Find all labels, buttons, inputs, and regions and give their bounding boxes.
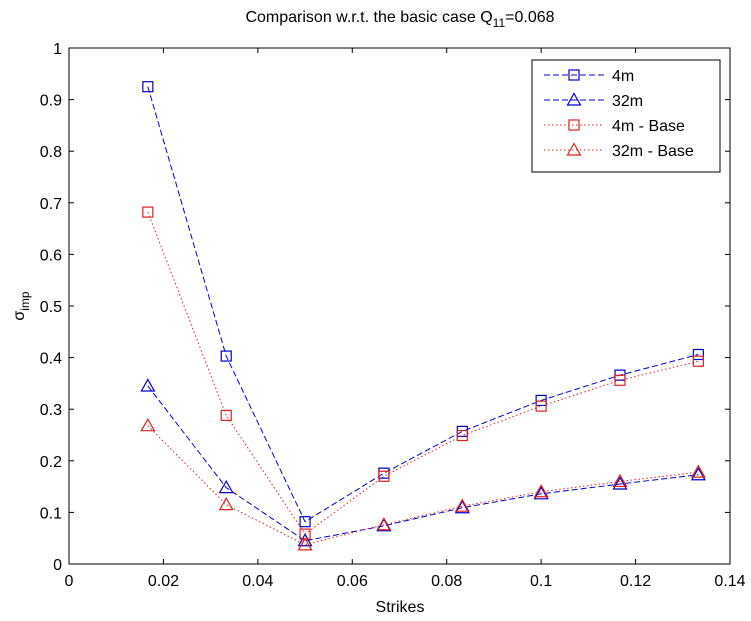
data-point-4m: [535, 394, 547, 407]
x-tick-label: 0.14: [714, 573, 745, 590]
data-point-32m: [297, 533, 313, 547]
data-point-4m-base: [220, 409, 232, 421]
legend-label: 4m - Base: [612, 118, 685, 135]
y-tick-label: 0.9: [40, 93, 62, 110]
data-point-32m-base: [297, 537, 313, 551]
y-tick-label: 0: [53, 557, 62, 574]
data-point-4m: [220, 350, 232, 362]
y-tick-label: 0.8: [40, 144, 62, 161]
data-point-32m-base: [376, 517, 392, 531]
axis-ticks: 0 0.02 0.04 0.06 0.08 0.1 0.12 0.14 0 0.1 0.2 0.3 0.…: [40, 41, 746, 590]
x-axis-label: Strikes: [376, 599, 425, 616]
series-32m: [140, 378, 706, 547]
legend: 4m 32m 4m - Base 32m - Base: [531, 59, 721, 173]
y-tick-label: 0.4: [40, 351, 62, 368]
y-axis-label: σimp: [11, 291, 32, 321]
y-tick-label: 0.6: [40, 247, 62, 264]
data-point-4m-base: [378, 470, 390, 482]
legend-item: 32m: [544, 92, 643, 110]
legend-item: 4m - Base: [544, 118, 685, 135]
x-tick-label: 0.06: [337, 573, 368, 590]
data-point-32m: [218, 479, 234, 494]
legend-items: 4m 32m 4m - Base 32m - Base: [544, 68, 694, 160]
legend-marker: [568, 69, 580, 81]
data-point-32m: [612, 476, 628, 490]
data-point-32m-base: [454, 498, 470, 512]
data-point-32m-base: [612, 473, 628, 488]
data-point-32m: [140, 378, 156, 392]
series-32m-base: [140, 417, 706, 551]
data-point-32m: [454, 500, 470, 514]
data-point-32m-base: [533, 484, 549, 498]
data-point-4m-base: [142, 206, 154, 218]
data-point-32m: [690, 467, 706, 481]
x-tick-label: 0.04: [242, 573, 273, 590]
data-point-4m-base: [692, 355, 704, 367]
data-point-4m-base: [614, 374, 626, 386]
legend-marker: [566, 92, 582, 106]
legend-label: 32m: [612, 93, 643, 110]
y-tick-label: 0.7: [40, 196, 62, 213]
data-point-32m: [533, 486, 549, 500]
series-line-32m: [147, 385, 699, 542]
y-tick-label: 0.1: [40, 505, 62, 522]
legend-label: 4m: [612, 68, 634, 85]
data-point-4m: [142, 81, 154, 93]
legend-marker: [568, 119, 580, 131]
x-tick-label: 0.08: [431, 573, 462, 590]
data-point-4m: [692, 348, 704, 361]
y-tick-label: 0.5: [40, 299, 62, 316]
legend-label: 32m - Base: [612, 143, 694, 160]
data-point-4m-base: [456, 429, 468, 442]
x-tick-label: 0.02: [148, 573, 179, 590]
legend-box: [531, 59, 721, 173]
y-tick-label: 0.2: [40, 454, 62, 471]
data-point-32m-base: [140, 417, 156, 432]
legend-item: 32m - Base: [544, 142, 694, 160]
series-line-4m: [147, 86, 699, 523]
x-tick-label: 0: [65, 573, 74, 590]
legend-item: 4m: [544, 68, 634, 85]
x-tick-label: 0.12: [620, 573, 651, 590]
data-point-4m: [299, 516, 311, 528]
chart-title: Comparison w.r.t. the basic case Q11=0.0…: [245, 9, 554, 30]
data-point-4m-base: [535, 400, 547, 412]
y-tick-label: 0.3: [40, 402, 62, 419]
x-tick-label: 0.1: [530, 573, 552, 590]
series-line-32m-base: [147, 425, 699, 546]
legend-marker: [566, 142, 582, 156]
y-tick-label: 1: [53, 41, 62, 58]
data-point-32m-base: [218, 496, 234, 511]
data-point-32m-base: [690, 464, 706, 478]
data-series: [140, 81, 706, 551]
